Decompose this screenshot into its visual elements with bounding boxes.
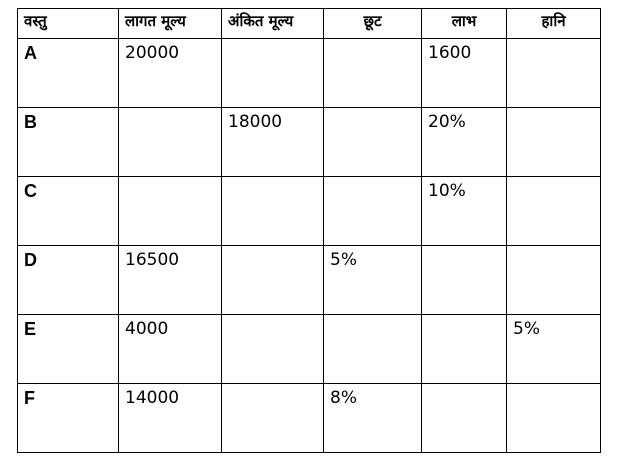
cell-marked-price xyxy=(221,314,324,384)
table-row: C 10% xyxy=(17,176,601,246)
cell-discount: 8% xyxy=(323,383,422,453)
cell-loss xyxy=(506,245,601,315)
table-row: E 4000 5% xyxy=(17,314,601,384)
cell-item: C xyxy=(17,176,119,246)
table-row: B 18000 20% xyxy=(17,107,601,177)
header-discount: छूट xyxy=(323,8,422,39)
cell-marked-price xyxy=(221,383,324,453)
cell-item: E xyxy=(17,314,119,384)
cell-cost-price: 14000 xyxy=(118,383,222,453)
cell-marked-price: 18000 xyxy=(221,107,324,177)
cell-item: D xyxy=(17,245,119,315)
cell-profit xyxy=(421,245,507,315)
table-row: D 16500 5% xyxy=(17,245,601,315)
cell-profit: 1600 xyxy=(421,38,507,108)
cell-discount xyxy=(323,314,422,384)
cell-profit xyxy=(421,383,507,453)
data-table: वस्तु लागत मूल्य अंकित मूल्य छूट लाभ हान… xyxy=(17,8,601,453)
header-item: वस्तु xyxy=(17,8,119,39)
cell-discount xyxy=(323,107,422,177)
cell-marked-price xyxy=(221,245,324,315)
header-cost-price: लागत मूल्य xyxy=(118,8,222,39)
header-loss: हानि xyxy=(506,8,601,39)
cell-item: B xyxy=(17,107,119,177)
table-row: A 20000 1600 xyxy=(17,38,601,108)
cell-item: A xyxy=(17,38,119,108)
cell-loss: 5% xyxy=(506,314,601,384)
cell-cost-price xyxy=(118,176,222,246)
cell-discount xyxy=(323,38,422,108)
cell-loss xyxy=(506,383,601,453)
cell-profit: 10% xyxy=(421,176,507,246)
header-profit: लाभ xyxy=(421,8,507,39)
cell-loss xyxy=(506,38,601,108)
cell-marked-price xyxy=(221,38,324,108)
table-row: F 14000 8% xyxy=(17,383,601,453)
cell-cost-price: 20000 xyxy=(118,38,222,108)
cell-item: F xyxy=(17,383,119,453)
cell-cost-price: 16500 xyxy=(118,245,222,315)
cell-cost-price xyxy=(118,107,222,177)
header-marked-price: अंकित मूल्य xyxy=(221,8,324,39)
cell-profit xyxy=(421,314,507,384)
cell-profit: 20% xyxy=(421,107,507,177)
cell-loss xyxy=(506,107,601,177)
header-row: वस्तु लागत मूल्य अंकित मूल्य छूट लाभ हान… xyxy=(17,8,601,39)
cell-marked-price xyxy=(221,176,324,246)
cell-discount xyxy=(323,176,422,246)
cell-loss xyxy=(506,176,601,246)
cell-cost-price: 4000 xyxy=(118,314,222,384)
cell-discount: 5% xyxy=(323,245,422,315)
